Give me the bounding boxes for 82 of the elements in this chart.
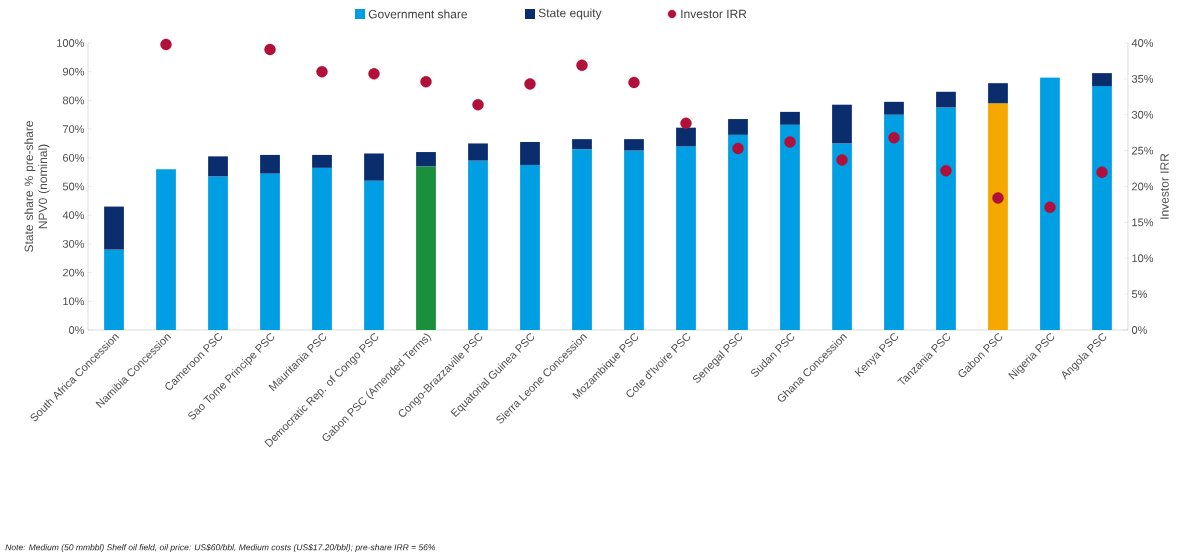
bar xyxy=(468,160,488,330)
bar xyxy=(728,119,748,135)
point xyxy=(160,38,172,51)
bar xyxy=(208,176,228,330)
y-tick-label: 90% xyxy=(62,67,85,76)
point xyxy=(836,154,848,166)
y-tick-label: 10% xyxy=(63,297,85,306)
bar xyxy=(416,152,436,167)
point xyxy=(472,99,484,111)
point xyxy=(680,117,692,130)
bar xyxy=(676,146,696,330)
point xyxy=(264,43,276,56)
bar xyxy=(312,154,332,168)
bar xyxy=(364,153,384,181)
bar xyxy=(988,83,1008,104)
y-tick-label: 0% xyxy=(69,326,85,334)
y2-tick-label: 20% xyxy=(1132,182,1154,191)
point xyxy=(1096,166,1108,178)
bar xyxy=(624,139,644,151)
point xyxy=(524,78,536,90)
bar xyxy=(468,143,488,161)
bar xyxy=(780,111,800,125)
bar xyxy=(936,91,956,108)
point xyxy=(888,132,900,144)
bar xyxy=(260,173,280,330)
bar xyxy=(624,150,644,330)
y-tick-label: 80% xyxy=(62,96,85,105)
legend-label: State equity xyxy=(538,8,602,20)
bar xyxy=(364,180,384,330)
point xyxy=(576,59,588,71)
bar xyxy=(572,139,592,150)
bar xyxy=(260,154,280,174)
bar xyxy=(1040,77,1060,330)
bar xyxy=(988,103,1008,330)
text: Note: Medium (50 mmbbl) Shelf oil field, oil price: US$60/bbl, Medium costs (US$17.20/bbl); pre-share IRR = 56% xyxy=(5,543,436,553)
bar xyxy=(676,127,696,147)
point xyxy=(628,76,640,89)
y2-tick-label: 10% xyxy=(1132,254,1154,263)
y-tick-label: 50% xyxy=(62,182,85,191)
point xyxy=(784,136,796,148)
y-tick-label: 30% xyxy=(62,240,85,248)
bar xyxy=(884,114,904,330)
bar xyxy=(1092,86,1112,330)
bar xyxy=(156,169,176,330)
y-tick-label: 20% xyxy=(63,268,85,277)
y2-tick-label: 25% xyxy=(1132,146,1154,155)
bar xyxy=(728,134,748,330)
y-axis-title: State share % pre-share NPV0 (nominal) xyxy=(24,121,50,252)
y2-tick-label: 35% xyxy=(1131,74,1154,83)
bar xyxy=(832,104,852,144)
bar xyxy=(416,166,436,330)
bar xyxy=(832,143,852,330)
legend-label: Government share xyxy=(368,9,468,19)
point xyxy=(992,192,1004,204)
point xyxy=(368,68,380,80)
bar xyxy=(104,249,124,330)
point xyxy=(1044,201,1056,213)
bar xyxy=(884,101,904,115)
y2-tick-label: 30% xyxy=(1131,110,1154,119)
y-tick-label: 70% xyxy=(63,125,85,133)
y2-tick-label: 40% xyxy=(1131,39,1154,47)
bar xyxy=(520,164,540,330)
y-tick-label: 60% xyxy=(63,153,85,162)
y2-tick-label: 15% xyxy=(1132,218,1154,227)
y2-axis-title: Investor IRR xyxy=(1160,153,1169,219)
point xyxy=(420,76,432,88)
point xyxy=(732,142,744,155)
y2-tick-label: 0% xyxy=(1131,326,1148,334)
bar xyxy=(520,142,540,165)
y-tick-label: 100% xyxy=(57,39,85,47)
legend-label: Investor IRR xyxy=(681,9,747,19)
bar xyxy=(780,124,800,330)
y-tick-label: 40% xyxy=(62,211,85,220)
bar xyxy=(208,156,228,177)
point xyxy=(316,65,328,78)
bar xyxy=(572,149,592,330)
bar xyxy=(1092,73,1112,87)
bar xyxy=(104,206,124,250)
bar xyxy=(936,107,956,330)
bar xyxy=(312,167,332,330)
point xyxy=(940,165,952,177)
y2-tick-label: 5% xyxy=(1131,290,1148,298)
